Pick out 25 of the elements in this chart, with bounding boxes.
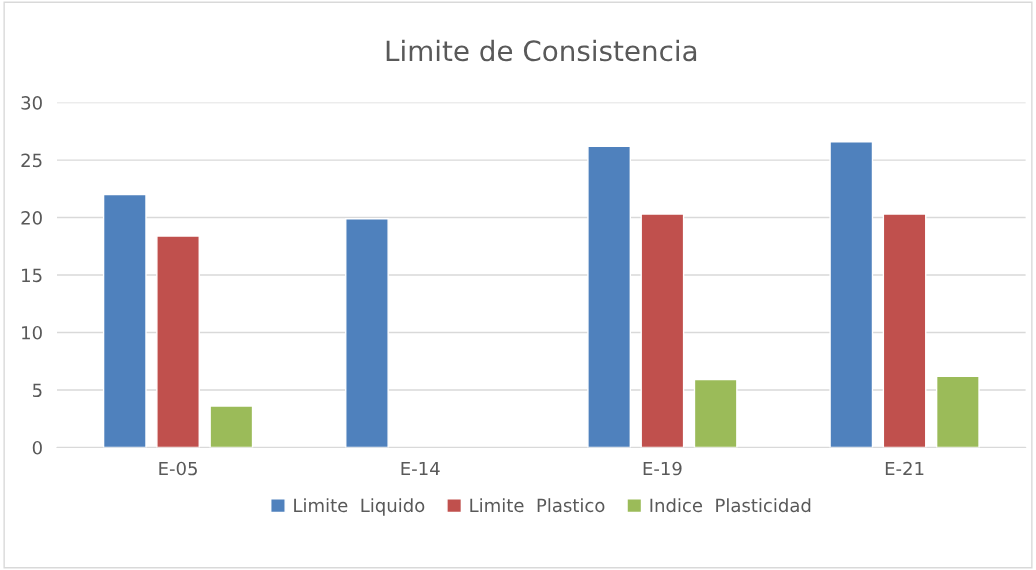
y-tick-label: 10	[22, 325, 42, 340]
bar	[102, 193, 147, 448]
x-tick-label: E-19	[643, 461, 682, 476]
bar	[587, 145, 632, 448]
bar	[640, 213, 685, 448]
y-tick-label: 15	[22, 268, 42, 283]
y-tick-label: 0	[32, 440, 42, 455]
y-tick-label: 30	[21, 96, 42, 110]
y-tick-label: 20	[21, 211, 42, 225]
chart-title: Limite de Consistencia	[386, 39, 697, 62]
y-tick-label: 5	[33, 383, 42, 398]
y-tick-label: 25	[21, 153, 42, 168]
legend-label: Limite Liquido	[294, 498, 425, 516]
bar	[345, 218, 389, 448]
x-tick-label: E-05	[159, 461, 197, 476]
legend-label: Limite Plastico	[470, 498, 605, 513]
x-tick-label: E-14	[401, 461, 440, 476]
bar	[693, 378, 738, 448]
bar	[156, 235, 200, 448]
bar	[209, 405, 254, 448]
bar	[882, 213, 927, 448]
bar	[935, 375, 980, 448]
legend-label: Indice Plasticidad	[650, 498, 811, 513]
bar	[829, 140, 874, 448]
x-tick-label: E-21	[885, 461, 924, 476]
